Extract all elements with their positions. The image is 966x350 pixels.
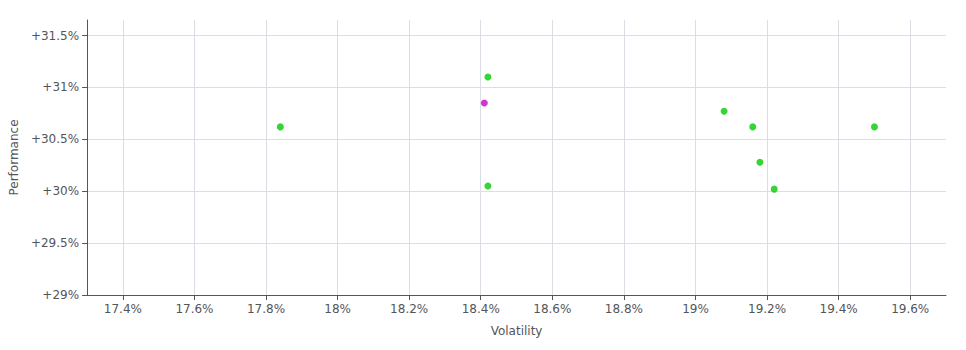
svg-text:19.2%: 19.2% xyxy=(748,302,786,316)
svg-text:18.6%: 18.6% xyxy=(533,302,571,316)
svg-text:+30%: +30% xyxy=(42,184,79,198)
svg-text:19%: 19% xyxy=(682,302,709,316)
svg-text:+30.5%: +30.5% xyxy=(31,132,79,146)
svg-text:17.8%: 17.8% xyxy=(247,302,285,316)
svg-text:Performance: Performance xyxy=(7,119,21,195)
svg-text:18.4%: 18.4% xyxy=(462,302,500,316)
svg-text:18.8%: 18.8% xyxy=(605,302,643,316)
svg-text:Volatility: Volatility xyxy=(491,324,543,338)
svg-text:+31.5%: +31.5% xyxy=(31,29,79,43)
svg-text:17.4%: 17.4% xyxy=(104,302,142,316)
svg-text:18.2%: 18.2% xyxy=(390,302,428,316)
svg-text:19.6%: 19.6% xyxy=(891,302,929,316)
svg-text:+29.5%: +29.5% xyxy=(31,236,79,250)
svg-text:17.6%: 17.6% xyxy=(175,302,213,316)
svg-text:19.4%: 19.4% xyxy=(820,302,858,316)
svg-text:+31%: +31% xyxy=(42,80,79,94)
svg-text:18%: 18% xyxy=(324,302,351,316)
svg-text:+29%: +29% xyxy=(42,288,79,302)
